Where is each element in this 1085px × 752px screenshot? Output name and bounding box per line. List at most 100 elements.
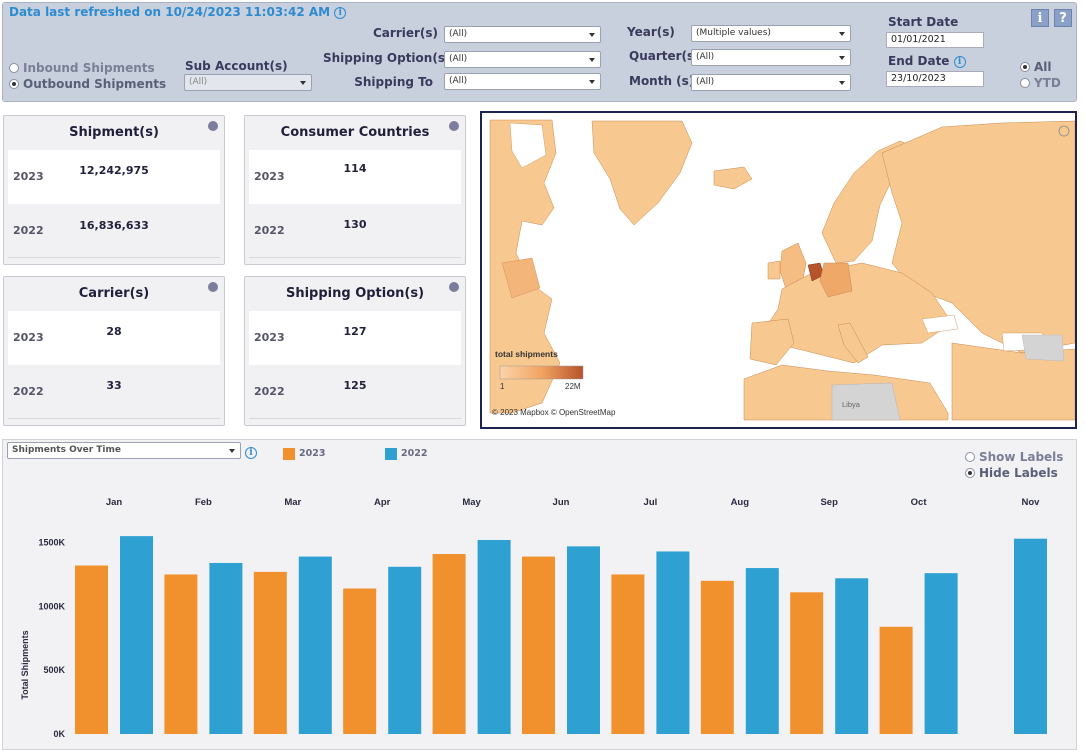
kpi-card-shipping-options: Shipping Option(s) 2023 127 2022 125 — [244, 276, 466, 426]
chevron-down-icon — [300, 81, 306, 85]
month-label-aug: Aug — [731, 497, 750, 508]
kpi-row: 2022 33 — [8, 365, 220, 419]
map-greenland — [591, 120, 693, 226]
bar-jan-2023[interactable] — [75, 565, 108, 734]
bar-jul-2022[interactable] — [656, 551, 690, 734]
map-hudson-bay — [509, 122, 547, 169]
chart-info-icon[interactable]: i — [245, 447, 257, 459]
bar-aug-2022[interactable] — [745, 568, 779, 734]
bar-may-2023[interactable] — [432, 554, 466, 734]
chevron-down-icon — [839, 81, 845, 85]
kpi-year: 2023 — [13, 331, 44, 344]
map-us-east — [501, 257, 541, 299]
bar-sep-2023[interactable] — [790, 592, 824, 734]
outbound-radio[interactable]: Outbound Shipments — [9, 77, 166, 91]
sub-account-label: Sub Account(s) — [185, 59, 288, 73]
map-attribution[interactable]: © 2023 Mapbox © OpenStreetMap — [492, 408, 616, 417]
outbound-label: Outbound Shipments — [23, 77, 167, 91]
carrier-select[interactable]: (All) — [444, 26, 601, 43]
month-label-mar: Mar — [284, 497, 301, 508]
month-value: (All) — [696, 77, 715, 87]
kpi-value: 130 — [343, 218, 367, 231]
end-date-input[interactable]: 23/10/2023 — [886, 71, 984, 87]
shipping-option-select[interactable]: (All) — [444, 51, 601, 68]
bar-feb-2023[interactable] — [164, 574, 198, 734]
kpi-card-consumer-countries: Consumer Countries 2023 114 2022 130 — [244, 115, 466, 265]
bar-mar-2022[interactable] — [298, 556, 332, 734]
bar-jun-2023[interactable] — [522, 556, 555, 734]
period-ytd-label: YTD — [1034, 76, 1061, 90]
map-germany — [819, 262, 853, 298]
shipments-map[interactable]: total shipments 1 22M Libya © 2023 Mapbo… — [480, 111, 1077, 429]
sub-account-select[interactable]: (All) — [184, 74, 312, 91]
refresh-text: Data last refreshed on 10/24/2023 11:03:… — [9, 5, 331, 19]
shipping-to-value: (All) — [449, 76, 468, 86]
map-nodata-region — [1021, 334, 1065, 362]
map-ireland — [767, 260, 781, 280]
kpi-title: Carrier(s) — [78, 286, 150, 301]
period-all-radio[interactable]: All — [1020, 60, 1052, 74]
chevron-down-icon — [839, 56, 845, 60]
inbound-radio-circle[interactable] — [9, 63, 19, 73]
kpi-card-shipments: Shipment(s) 2023 12,242,975 2022 16,836,… — [3, 115, 225, 265]
shipping-option-value: (All) — [449, 54, 468, 64]
bars — [75, 536, 1047, 734]
start-date-label: Start Date — [888, 15, 959, 29]
bar-jan-2022[interactable] — [120, 536, 153, 734]
bar-oct-2023[interactable] — [879, 626, 913, 734]
info-button[interactable]: i — [1031, 9, 1049, 27]
bar-mar-2023[interactable] — [253, 571, 287, 734]
carrier-value: (All) — [449, 29, 468, 39]
map-canvas[interactable]: total shipments 1 22M Libya © 2023 Mapbo… — [482, 113, 1075, 427]
y-tick-label: 0K — [53, 729, 65, 739]
bar-may-2022[interactable] — [477, 539, 511, 734]
kpi-year: 2022 — [254, 224, 285, 237]
end-date-info-icon[interactable]: i — [953, 55, 966, 68]
map-middle-east — [951, 342, 1075, 421]
kpi-menu-dot[interactable] — [449, 121, 459, 131]
filter-bar: Data last refreshed on 10/24/2023 11:03:… — [2, 2, 1077, 102]
bar-aug-2023[interactable] — [700, 580, 734, 734]
kpi-value: 28 — [106, 325, 122, 338]
bar-jul-2023[interactable] — [611, 574, 645, 734]
kpi-row: 2022 125 — [249, 365, 461, 419]
metric-select[interactable]: Shipments Over Time — [7, 442, 241, 459]
quarter-label: Quarter(s) — [629, 49, 700, 63]
kpi-menu-dot[interactable] — [208, 121, 218, 131]
hide-labels-radio[interactable]: Hide Labels — [965, 466, 1058, 480]
map-place-label: Libya — [842, 400, 861, 409]
bar-apr-2022[interactable] — [388, 566, 422, 734]
end-date-label: End Date i — [888, 54, 966, 68]
kpi-year: 2023 — [254, 170, 285, 183]
bar-oct-2022[interactable] — [924, 573, 958, 734]
bar-sep-2022[interactable] — [835, 578, 869, 734]
kpi-year: 2022 — [13, 385, 44, 398]
period-ytd-radio[interactable]: YTD — [1020, 76, 1061, 90]
bar-nov-2022[interactable] — [1014, 538, 1047, 734]
period-ytd-circle[interactable] — [1020, 78, 1030, 88]
show-labels-radio[interactable]: Show Labels — [965, 450, 1063, 464]
chevron-down-icon — [589, 33, 595, 37]
inbound-radio[interactable]: Inbound Shipments — [9, 61, 155, 75]
refresh-timestamp: Data last refreshed on 10/24/2023 11:03:… — [9, 5, 347, 19]
bar-apr-2023[interactable] — [343, 588, 377, 734]
kpi-value: 12,242,975 — [79, 164, 149, 177]
kpi-menu-dot[interactable] — [208, 282, 218, 292]
outbound-radio-circle[interactable] — [9, 79, 19, 89]
help-button[interactable]: ? — [1054, 9, 1072, 27]
map-info-icon[interactable] — [1058, 125, 1070, 137]
bar-feb-2022[interactable] — [209, 562, 243, 734]
month-select[interactable]: (All) — [691, 74, 851, 91]
kpi-menu-dot[interactable] — [449, 282, 459, 292]
bar-jun-2022[interactable] — [567, 546, 600, 734]
period-all-circle[interactable] — [1020, 62, 1030, 72]
quarter-select[interactable]: (All) — [691, 49, 851, 66]
shipping-option-label: Shipping Option(s) — [323, 51, 451, 65]
hide-labels-circle[interactable] — [965, 468, 975, 478]
start-date-input[interactable]: 01/01/2021 — [886, 32, 984, 48]
refresh-info-icon[interactable]: i — [334, 6, 347, 19]
show-labels-circle[interactable] — [965, 452, 975, 462]
sub-account-value: (All) — [189, 77, 208, 87]
shipping-to-select[interactable]: (All) — [444, 73, 601, 90]
year-select[interactable]: (Multiple values) — [691, 25, 851, 42]
